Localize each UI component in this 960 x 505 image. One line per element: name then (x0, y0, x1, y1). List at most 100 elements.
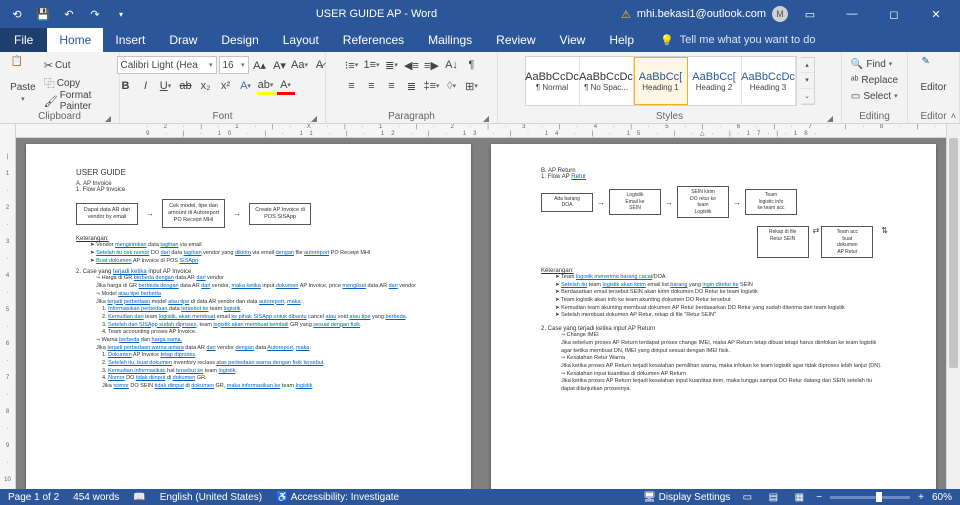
align-left-icon[interactable]: ≡ (343, 77, 361, 95)
borders-icon[interactable]: ⊞▾ (463, 77, 481, 95)
tab-review[interactable]: Review (484, 28, 547, 52)
ribbon-mode-icon[interactable]: ▭ (790, 0, 830, 28)
paste-button[interactable]: 📋 Paste ▾ (6, 56, 40, 103)
find-button[interactable]: 🔍Find▾ (849, 56, 900, 72)
paste-icon: 📋 (11, 56, 35, 80)
vertical-ruler[interactable]: |1·2·3·4·5·6·7·8·9·10·11·12 (0, 124, 16, 489)
gallery-up-icon[interactable]: ▴ (801, 58, 814, 73)
numbering-icon[interactable]: 1≡▾ (363, 56, 381, 74)
scroll-thumb[interactable] (949, 138, 958, 368)
page-2: B. AP Return1. Flow AP ReturAda barangDO… (491, 144, 936, 489)
strike-button[interactable]: ab (177, 77, 195, 95)
accessibility-status[interactable]: ♿ Accessibility: Investigate (276, 492, 399, 503)
shading-icon[interactable]: ◊▾ (443, 77, 461, 95)
bold-button[interactable]: B (117, 77, 135, 95)
account-email[interactable]: mhi.bekasi1@outlook.com (637, 8, 766, 20)
select-icon: ▭ (851, 91, 860, 102)
replace-icon: ᵃᵇ (851, 75, 859, 86)
style---normal[interactable]: AaBbCcDc¶ Normal (526, 57, 580, 105)
web-layout-icon[interactable]: ▦ (790, 490, 808, 504)
shrink-font-icon[interactable]: A▾ (271, 56, 289, 74)
read-mode-icon[interactable]: ▭ (738, 490, 756, 504)
highlight-icon[interactable]: ab▾ (257, 77, 275, 95)
spell-check-icon[interactable]: 📖 (133, 492, 145, 503)
tab-file[interactable]: File (0, 28, 47, 52)
justify-icon[interactable]: ≣ (403, 77, 421, 95)
zoom-slider[interactable] (830, 496, 910, 499)
styles-gallery[interactable]: AaBbCcDc¶ NormalAaBbCcDc¶ No Spac...AaBb… (525, 56, 797, 106)
autosave-icon[interactable]: ⟲ (6, 3, 28, 25)
superscript-button[interactable]: x² (217, 77, 235, 95)
tab-view[interactable]: View (548, 28, 598, 52)
styles-launcher[interactable]: ◢ (827, 114, 833, 123)
display-settings[interactable]: 🖥 Display Settings (643, 492, 730, 503)
tab-design[interactable]: Design (209, 28, 270, 52)
style-heading-3[interactable]: AaBbCcDcHeading 3 (742, 57, 796, 105)
subscript-button[interactable]: x₂ (197, 77, 215, 95)
style-heading-1[interactable]: AaBbCc[Heading 1 (634, 57, 688, 105)
save-icon[interactable]: 💾 (32, 3, 54, 25)
tab-help[interactable]: Help (597, 28, 646, 52)
tell-me-search[interactable]: 💡Tell me what you want to do (646, 28, 960, 52)
tab-references[interactable]: References (331, 28, 416, 52)
replace-button[interactable]: ᵃᵇReplace (849, 72, 900, 88)
font-size-combo[interactable]: 16▾ (219, 56, 249, 74)
align-right-icon[interactable]: ≡ (383, 77, 401, 95)
tab-insert[interactable]: Insert (103, 28, 157, 52)
horizontal-ruler[interactable]: · 2 · | · 1 · | · X · | · 1 · | · 2 · | … (16, 124, 946, 138)
text-effects-icon[interactable]: A▾ (237, 77, 255, 95)
style-heading-2[interactable]: AaBbCc[Heading 2 (688, 57, 742, 105)
style---no-spac---[interactable]: AaBbCcDc¶ No Spac... (580, 57, 634, 105)
inc-indent-icon[interactable]: ≡▶ (423, 56, 441, 74)
close-icon[interactable]: ✕ (916, 0, 956, 28)
underline-button[interactable]: U▾ (157, 77, 175, 95)
select-button[interactable]: ▭Select▾ (849, 88, 900, 104)
show-marks-icon[interactable]: ¶ (463, 56, 481, 74)
lightbulb-icon: 💡 (660, 34, 674, 47)
font-color-icon[interactable]: A▾ (277, 77, 295, 95)
vertical-scrollbar[interactable] (946, 124, 960, 489)
italic-button[interactable]: I (137, 77, 155, 95)
redo-icon[interactable]: ↷ (84, 3, 106, 25)
clipboard-launcher[interactable]: ◢ (105, 114, 111, 123)
print-layout-icon[interactable]: ▤ (764, 490, 782, 504)
paragraph-launcher[interactable]: ◢ (483, 114, 489, 123)
tab-draw[interactable]: Draw (157, 28, 209, 52)
grow-font-icon[interactable]: A▴ (251, 56, 269, 74)
tab-layout[interactable]: Layout (271, 28, 331, 52)
editor-button[interactable]: ✎ Editor (914, 56, 954, 93)
undo-icon[interactable]: ↶ (58, 3, 80, 25)
gallery-down-icon[interactable]: ▾ (801, 73, 814, 88)
bullets-icon[interactable]: ⁝≡▾ (343, 56, 361, 74)
zoom-in-icon[interactable]: + (918, 492, 924, 503)
minimize-icon[interactable]: — (832, 0, 872, 28)
page-count[interactable]: Page 1 of 2 (8, 492, 59, 503)
cut-icon: ✂ (44, 59, 53, 72)
document-canvas: USER GUIDEA. AP Invoice1. Flow AP Invoic… (16, 138, 946, 489)
cut-button[interactable]: ✂Cut (44, 56, 113, 74)
tab-home[interactable]: Home (47, 28, 103, 52)
zoom-out-icon[interactable]: − (816, 492, 822, 503)
font-name-combo[interactable]: Calibri Light (Hea▾ (117, 56, 217, 74)
qat-more-icon[interactable]: ▾ (110, 3, 132, 25)
format-painter-button[interactable]: 🖌Format Painter (44, 92, 113, 110)
avatar[interactable]: M (772, 6, 788, 22)
page-1: USER GUIDEA. AP Invoice1. Flow AP Invoic… (26, 144, 471, 489)
font-launcher[interactable]: ◢ (311, 114, 317, 123)
word-count[interactable]: 454 words (73, 492, 119, 503)
sort-icon[interactable]: A↓ (443, 56, 461, 74)
copy-icon: ⿻ (44, 75, 55, 91)
change-case-icon[interactable]: Aa▾ (291, 56, 309, 74)
editor-icon: ✎ (922, 56, 946, 80)
brush-icon: 🖌 (44, 95, 58, 108)
gallery-more-icon[interactable]: ⌄ (801, 89, 814, 104)
collapse-ribbon-icon[interactable]: ˄ (951, 111, 956, 121)
dec-indent-icon[interactable]: ◀≡ (403, 56, 421, 74)
tab-mailings[interactable]: Mailings (416, 28, 484, 52)
maximize-icon[interactable]: ◻ (874, 0, 914, 28)
multilevel-icon[interactable]: ≣▾ (383, 56, 401, 74)
line-spacing-icon[interactable]: ‡≡▾ (423, 77, 441, 95)
language-status[interactable]: English (United States) (160, 492, 262, 503)
align-center-icon[interactable]: ≡ (363, 77, 381, 95)
zoom-level[interactable]: 60% (932, 492, 952, 503)
